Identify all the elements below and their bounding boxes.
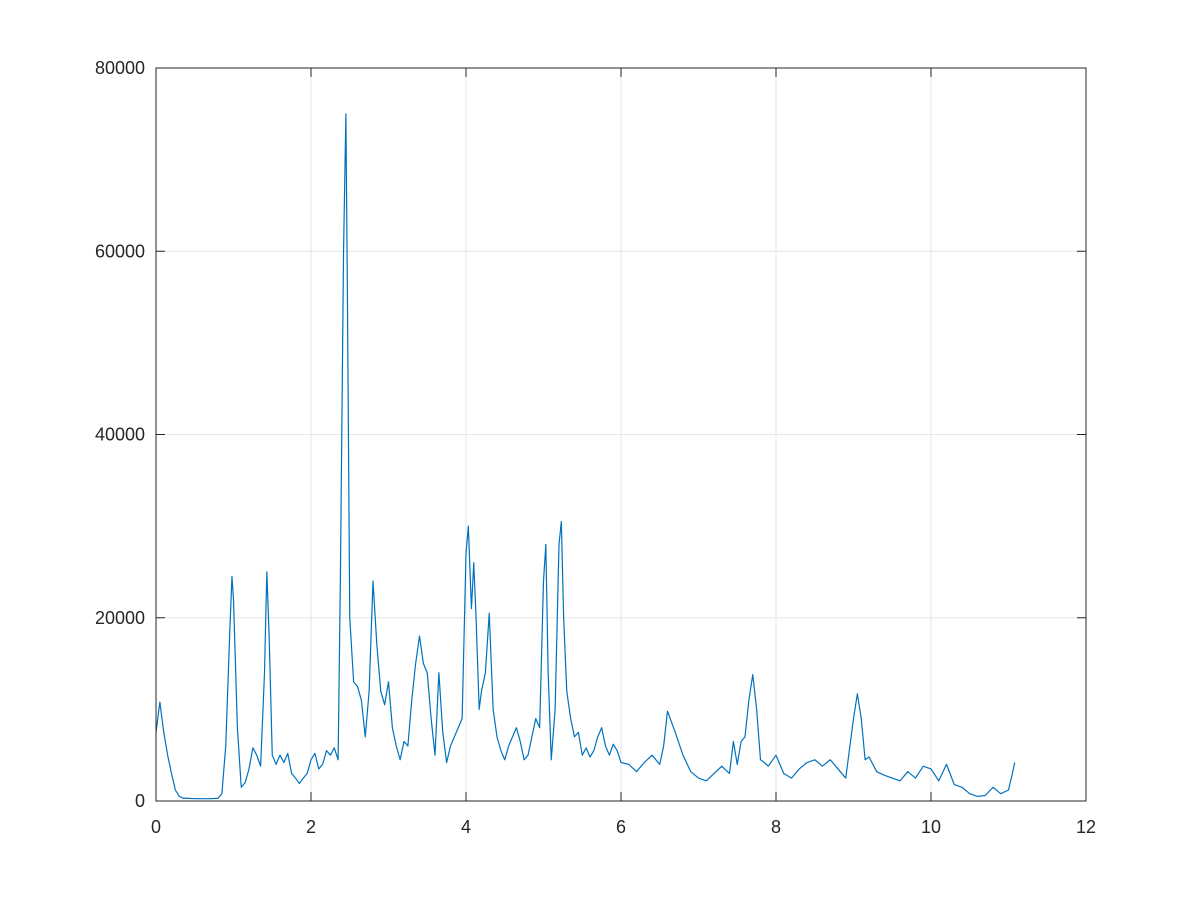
y-tick-label: 20000	[95, 608, 145, 628]
x-tick-label: 10	[921, 817, 941, 837]
x-tick-label: 6	[616, 817, 626, 837]
x-tick-label: 4	[461, 817, 471, 837]
y-tick-label: 40000	[95, 425, 145, 445]
x-tick-label: 8	[771, 817, 781, 837]
y-tick-label: 0	[135, 791, 145, 811]
y-tick-label: 80000	[95, 58, 145, 78]
data-series	[155, 113, 1016, 800]
x-tick-label: 0	[151, 817, 161, 837]
x-tick-label: 2	[306, 817, 316, 837]
tick-labels: 0 2 4 6 8 10 12 0 20000 40000 60000 80000	[95, 58, 1096, 837]
axis-ticks	[155, 67, 1087, 802]
x-tick-label: 12	[1076, 817, 1096, 837]
series-line	[155, 113, 1016, 800]
y-tick-label: 60000	[95, 241, 145, 261]
